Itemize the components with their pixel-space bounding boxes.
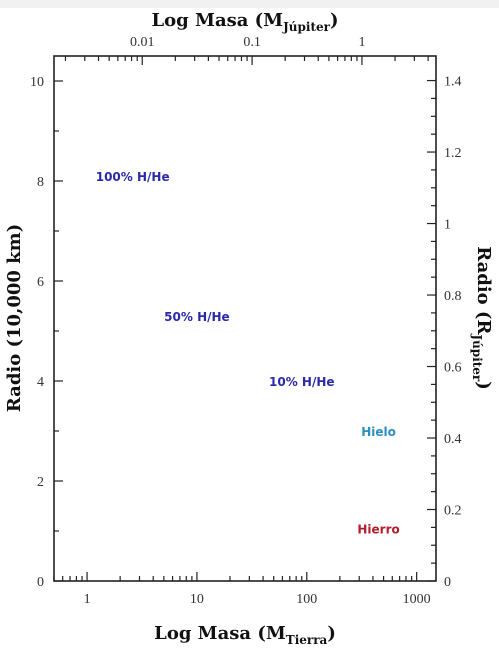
y-axis-title-right: Radio (RJúpiter) <box>470 246 494 390</box>
x-top-tick-label: 1 <box>358 35 365 50</box>
series-label-3: 10% H/He <box>269 375 335 389</box>
series-labels: 100% H/He 50% H/He 10% H/He Hielo Hierro <box>96 170 400 537</box>
y-right-tick-label: 0 <box>444 575 451 590</box>
plot-frame <box>53 55 437 582</box>
y-left-tick-label: 10 <box>30 75 44 90</box>
x-bottom-tick-label: 100 <box>296 592 317 607</box>
top-strip <box>0 0 499 8</box>
x-axis-title: Log Masa (MTierra) <box>154 623 336 647</box>
x-bottom-tick-label: 1000 <box>403 592 431 607</box>
y-left-tick-label: 0 <box>37 575 44 590</box>
y-left-tick-label: 2 <box>37 475 44 490</box>
top-axis-title: Log Masa (MJúpiter) <box>152 10 339 34</box>
tick-marks <box>53 56 436 582</box>
y-right-tick-label: 0.6 <box>444 361 462 376</box>
y-right-tick-label: 0.8 <box>444 289 462 304</box>
y-right-tick-label: 1.2 <box>444 146 462 161</box>
x-top-tick-label: 0.1 <box>243 35 261 50</box>
y-right-tick-label: 1.4 <box>444 75 462 90</box>
x-top-tick-label: 0.01 <box>130 35 155 50</box>
y-axis-title-left: Radio (10,000 km) <box>4 224 25 412</box>
series-label-1: 100% H/He <box>96 170 170 184</box>
y-left-tick-label: 4 <box>37 375 44 390</box>
y-left-tick-label: 6 <box>37 275 44 290</box>
x-bottom-tick-label: 1 <box>84 592 91 607</box>
y-right-tick-label: 1 <box>444 218 451 233</box>
x-bottom-tick-label: 10 <box>190 592 204 607</box>
y-right-tick-label: 0.2 <box>444 504 462 519</box>
series-label-2: 50% H/He <box>164 310 230 324</box>
series-label-5: Hierro <box>357 523 399 537</box>
y-right-tick-label: 0.4 <box>444 432 462 447</box>
y-left-tick-label: 8 <box>37 175 44 190</box>
series-label-4: Hielo <box>361 425 396 439</box>
